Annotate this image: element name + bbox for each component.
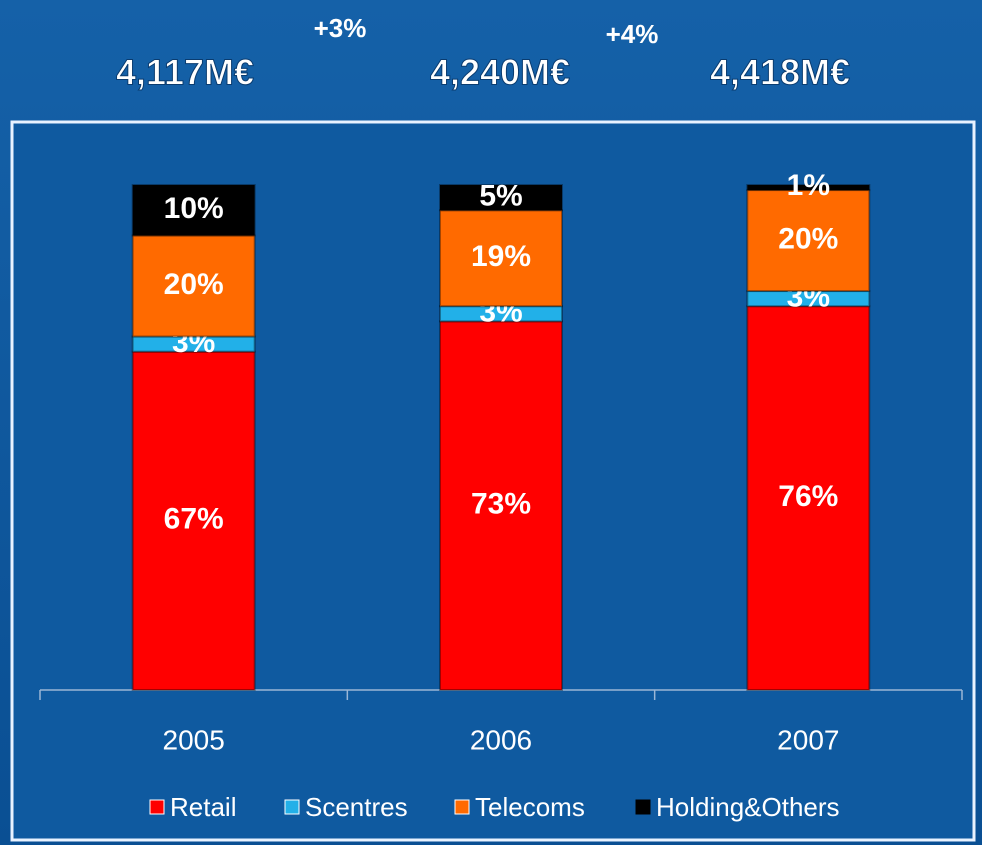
bar-segment (439, 320, 563, 691)
total-label: 4,240M€ (430, 52, 570, 93)
legend-label: Scentres (305, 792, 408, 822)
total-label: 4,117M€ (116, 52, 254, 93)
growth-label: +3% (314, 13, 367, 43)
bar-segment (131, 234, 256, 338)
bar-segment (746, 189, 871, 293)
legend-label: Holding&Others (656, 792, 840, 822)
data-label: 5% (479, 180, 522, 213)
legend-label: Retail (170, 792, 236, 822)
data-label: 20% (164, 268, 224, 301)
data-label: 73% (471, 488, 531, 521)
x-tick-label: 2006 (470, 724, 532, 755)
bar-segment (131, 184, 256, 237)
legend-label: Telecoms (475, 792, 585, 822)
data-label: 10% (164, 192, 224, 225)
bar-segment (131, 350, 256, 691)
x-tick-label: 2007 (777, 724, 839, 755)
legend-swatch (149, 799, 165, 815)
data-label: 67% (164, 503, 224, 536)
growth-label: +4% (606, 19, 659, 49)
data-label: 1% (787, 169, 830, 202)
data-label: 76% (778, 480, 838, 513)
bar-segment (746, 184, 871, 192)
x-tick-label: 2005 (163, 724, 225, 755)
data-label: 19% (471, 240, 531, 273)
legend-swatch (635, 799, 651, 815)
legend-swatch (454, 799, 470, 815)
data-label: 20% (778, 222, 838, 255)
bar-segment (439, 184, 563, 212)
bar-segment (439, 209, 563, 308)
total-label: 4,418M€ (710, 52, 850, 93)
bar-segment (746, 305, 871, 691)
legend-swatch (284, 799, 300, 815)
